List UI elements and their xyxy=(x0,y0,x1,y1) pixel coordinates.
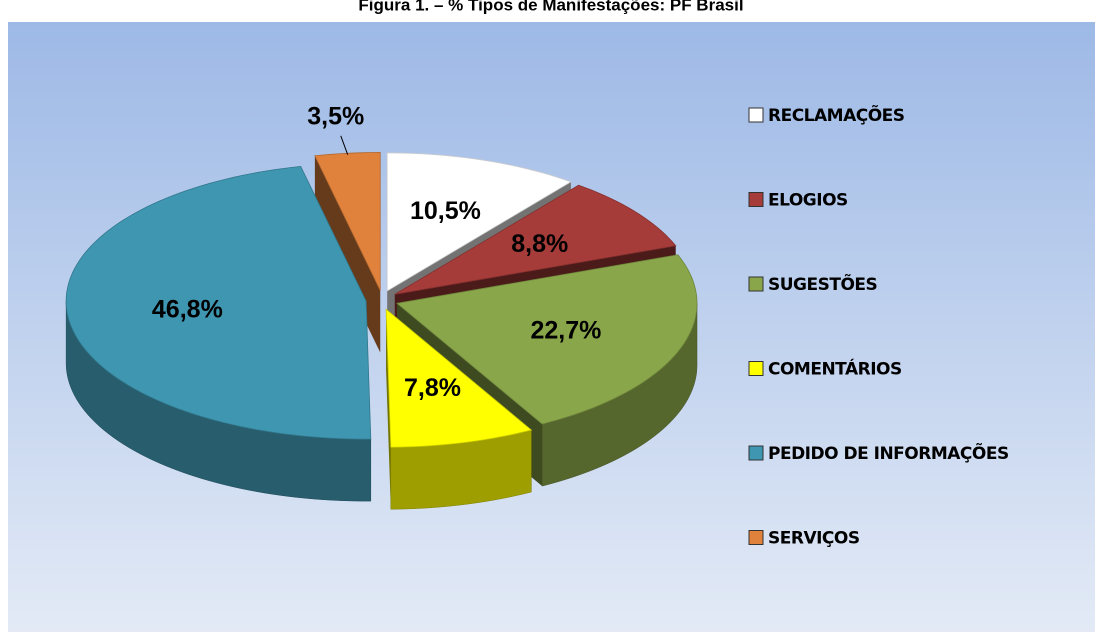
data-label: 8,8% xyxy=(511,230,568,258)
legend-swatch xyxy=(748,276,764,292)
slice xyxy=(396,254,698,425)
data-label: 10,5% xyxy=(410,197,481,225)
leader-line xyxy=(340,135,349,155)
slice xyxy=(65,166,372,440)
slice xyxy=(385,308,533,448)
legend-swatch xyxy=(748,192,764,207)
slice-wall xyxy=(386,309,391,510)
chart-title: Figura 1. – % Tipos de Manifestações: PF… xyxy=(358,0,743,14)
legend-label: PEDIDO DE INFORMAÇÕES xyxy=(768,441,1009,464)
labels: 10,5% 8,8% 22,7% 7,8% 46,8% 3,5% xyxy=(152,102,601,401)
legend-swatch xyxy=(748,107,764,123)
slice xyxy=(386,152,572,292)
data-label: 3,5% xyxy=(307,102,364,130)
legend-label: SUGESTÕES xyxy=(768,272,877,295)
legend: RECLAMAÇÕES ELOGIOS SUGESTÕES COMENTÁRIOS PE… xyxy=(748,103,1009,549)
legend-swatch xyxy=(748,361,764,376)
data-label: 7,8% xyxy=(404,374,461,402)
slice xyxy=(394,184,677,295)
data-label: 46,8% xyxy=(152,295,223,323)
pie-tops xyxy=(65,152,698,448)
legend-swatch xyxy=(748,445,764,461)
legend-label: RECLAMAÇÕES xyxy=(768,103,905,126)
legend-label: COMENTÁRIOS xyxy=(768,358,902,380)
legend-swatch xyxy=(748,530,764,545)
data-label: 22,7% xyxy=(530,317,601,345)
legend-label: SERVIÇOS xyxy=(768,529,860,549)
legend-label: ELOGIOS xyxy=(768,191,848,211)
